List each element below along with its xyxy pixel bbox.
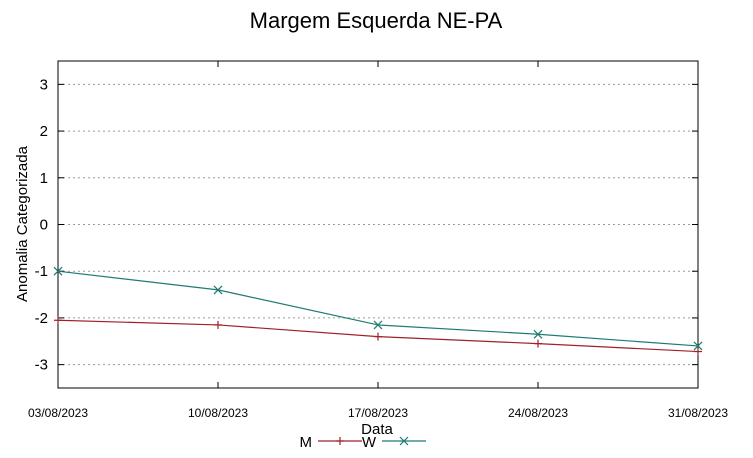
x-tick-label: 10/08/2023 (188, 406, 248, 420)
x-axis-label: Data (361, 421, 393, 438)
y-tick-label: -2 (35, 310, 48, 327)
x-axis-ticks: 03/08/2023 10/08/2023 17/08/2023 24/08/2023… (28, 61, 728, 420)
data-point-w (533, 329, 543, 339)
legend-label-w: W (362, 434, 377, 451)
legend-marker-w (399, 436, 409, 446)
x-tick-label: 17/08/2023 (348, 406, 408, 420)
x-tick-label: 31/08/2023 (668, 406, 728, 420)
data-point-m (54, 316, 62, 325)
x-tick-label: 24/08/2023 (508, 406, 568, 420)
series-group (53, 266, 703, 356)
grid (58, 83, 698, 366)
data-point-w (213, 285, 223, 295)
data-point-w (373, 320, 383, 330)
data-point-m (214, 320, 222, 329)
data-point-m (534, 339, 542, 348)
legend-label-m: M (300, 434, 313, 451)
data-point-m (694, 347, 702, 356)
y-tick-label: 2 (40, 123, 48, 140)
y-tick-label: 3 (40, 76, 48, 93)
data-point-w (53, 266, 63, 276)
y-tick-label: 0 (40, 217, 48, 234)
x-tick-label: 03/08/2023 (28, 406, 88, 420)
y-tick-label: 1 (40, 170, 48, 187)
data-point-w (693, 341, 703, 351)
y-axis-ticks: 3 2 1 0 -1 -2 -3 (35, 76, 698, 374)
chart-title: Margem Esquerda NE-PA (250, 8, 503, 33)
y-axis-label: Anomalia Categorizada (14, 145, 31, 302)
legend-marker-m (336, 437, 344, 445)
y-tick-label: -1 (35, 263, 48, 280)
data-point-m (374, 332, 382, 341)
y-tick-label: -3 (35, 357, 48, 374)
